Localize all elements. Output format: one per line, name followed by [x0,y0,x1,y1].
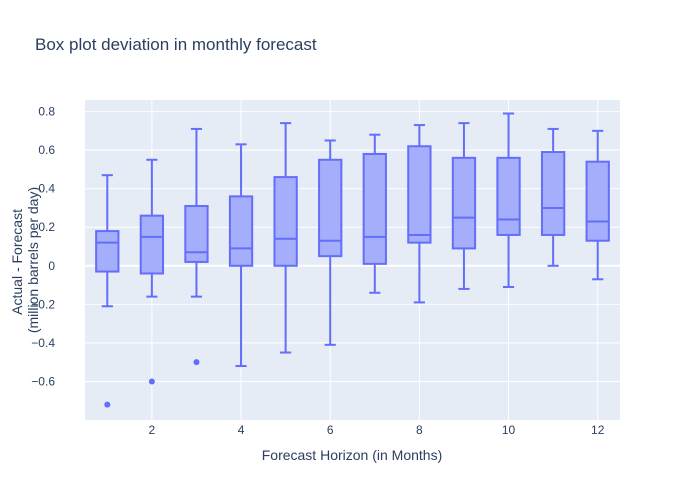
box-month-1 [95,174,120,408]
iqr-box [362,152,387,265]
x-tick-label: 2 [149,423,156,437]
box-month-9 [451,122,477,290]
box-month-6 [318,139,343,346]
iqr-box [496,156,521,236]
y-tick-label: 0.4 [38,182,55,196]
x-axis-ticks: 2 4 6 8 10 12 [149,423,605,437]
iqr-box [407,145,432,244]
x-tick-label: 12 [591,423,605,437]
outlier-point [104,401,111,408]
box-month-8 [407,124,432,304]
boxes-series [95,112,610,408]
iqr-box [139,214,165,275]
x-tick-label: 10 [502,423,516,437]
iqr-box [451,156,477,250]
y-axis-title-group: Actual - Forecast (million barrels per d… [9,187,41,333]
outlier-point [193,359,200,366]
y-tick-label: 0.6 [38,143,55,157]
x-axis-title: Forecast Horizon (in Months) [262,447,443,463]
x-tick-label: 4 [238,423,245,437]
box-month-10 [496,112,521,288]
iqr-box [95,230,120,273]
iqr-box [228,195,254,267]
box-month-3 [184,127,209,366]
chart-title: Box plot deviation in monthly forecast [35,35,317,54]
box-month-11 [540,127,566,267]
iqr-box [184,205,209,263]
y-axis-title-line-2: (million barrels per day) [25,187,41,333]
box-month-5 [273,122,298,354]
y-tick-label: −0.2 [31,297,55,311]
y-axis-title-line-1: Actual - Forecast [9,209,25,315]
box-month-4 [228,143,254,368]
y-tick-label: 0 [48,259,55,273]
y-tick-label: −0.4 [31,336,55,350]
y-tick-label: 0.2 [38,220,55,234]
y-tick-label: −0.6 [31,374,55,388]
iqr-box [540,151,566,236]
y-axis-ticks: −0.6 −0.4 −0.2 0 0.2 0.4 0.6 0.8 [31,105,55,389]
box-month-7 [362,133,387,294]
y-axis-title: Actual - Forecast (million barrels per d… [9,187,41,333]
iqr-box [585,160,610,242]
iqr-box [273,176,298,267]
box-month-2 [139,158,165,385]
y-tick-label: 0.8 [38,105,55,119]
box-month-12 [585,129,610,281]
plot-area [85,100,620,420]
x-tick-label: 8 [416,423,423,437]
x-tick-label: 6 [327,423,334,437]
outlier-point [148,378,155,385]
iqr-box [318,158,343,258]
